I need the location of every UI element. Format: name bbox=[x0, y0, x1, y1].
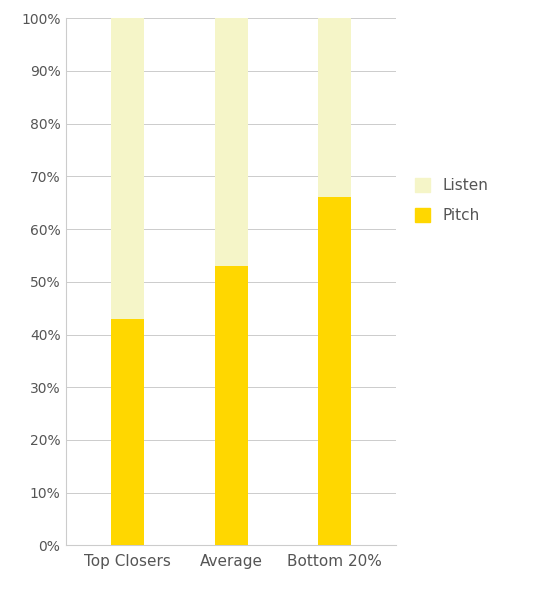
Bar bbox=[214, 266, 248, 545]
Bar bbox=[111, 319, 144, 545]
Legend: Listen, Pitch: Listen, Pitch bbox=[410, 173, 493, 228]
Bar bbox=[318, 18, 351, 198]
Bar bbox=[318, 198, 351, 545]
Bar bbox=[214, 18, 248, 266]
Bar bbox=[111, 18, 144, 319]
